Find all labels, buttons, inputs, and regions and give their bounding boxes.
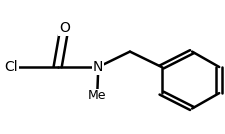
Text: Cl: Cl (4, 60, 18, 74)
Text: O: O (59, 21, 70, 35)
Text: Me: Me (88, 89, 106, 102)
Text: N: N (93, 60, 103, 74)
